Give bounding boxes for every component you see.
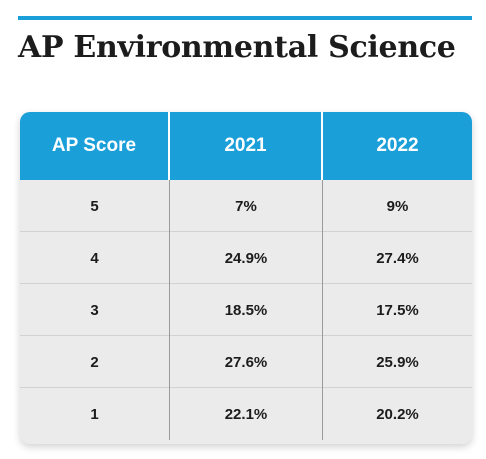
table-row: 2 27.6% 25.9% <box>20 336 472 388</box>
header-cell-2022: 2022 <box>376 135 419 156</box>
header-cell-2021: 2021 <box>170 112 323 180</box>
score-cell: 1 <box>20 388 170 440</box>
value-cell-2021: 22.1% <box>170 388 323 440</box>
value-cell-2022: 9% <box>386 197 409 215</box>
value-cell-2021: 18.5% <box>170 284 323 336</box>
score-cell: 2 <box>20 336 170 388</box>
value-cell-2022: 20.2% <box>376 405 419 423</box>
value-cell-2022: 17.5% <box>376 301 419 319</box>
table-row: 3 18.5% 17.5% <box>20 284 472 336</box>
value-cell-2021: 27.6% <box>170 336 323 388</box>
page-title: AP Environmental Science <box>18 30 478 65</box>
value-cell-2022: 25.9% <box>376 353 419 371</box>
title-rest-part: Environmental Science <box>63 30 456 65</box>
value-cell-2021: 24.9% <box>170 232 323 284</box>
value-cell-2022: 27.4% <box>376 249 419 267</box>
table-header-row: AP Score 2021 2022 <box>20 112 472 180</box>
score-cell: 3 <box>20 284 170 336</box>
top-accent-rule <box>18 16 472 20</box>
header-cell-score: AP Score <box>20 112 170 180</box>
score-cell: 4 <box>20 232 170 284</box>
score-table: AP Score 2021 2022 5 7% 9% 4 24.9% 27.4%… <box>20 112 472 444</box>
table-body: 5 7% 9% 4 24.9% 27.4% 3 18.5% 17.5% 2 27… <box>20 180 472 440</box>
score-cell: 5 <box>20 180 170 232</box>
table-row: 5 7% 9% <box>20 180 472 232</box>
table-row: 1 22.1% 20.2% <box>20 388 472 440</box>
table-row: 4 24.9% 27.4% <box>20 232 472 284</box>
value-cell-2021: 7% <box>170 180 323 232</box>
title-bold-part: AP <box>18 30 64 65</box>
